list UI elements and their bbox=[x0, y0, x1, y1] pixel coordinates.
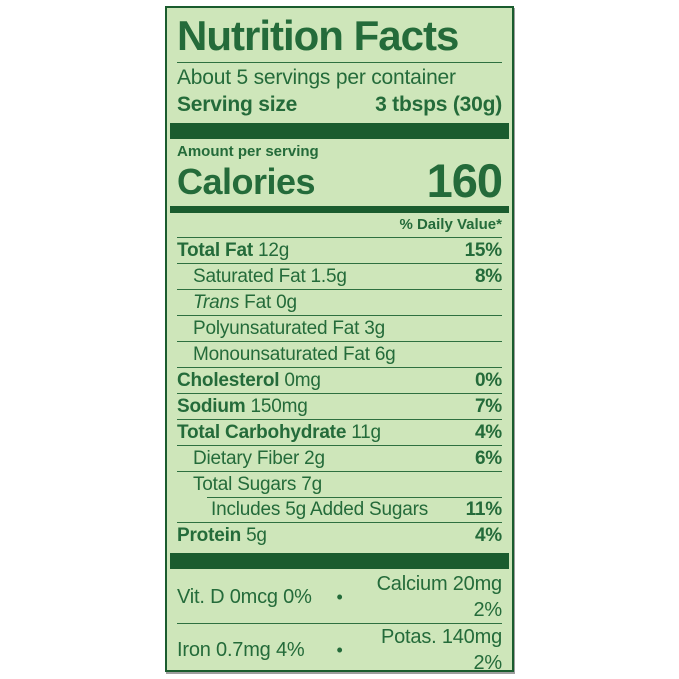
nutrient-name: Saturated Fat bbox=[193, 265, 306, 287]
nutrient-amount: 5g bbox=[246, 524, 267, 546]
daily-value-header: % Daily Value* bbox=[177, 213, 502, 238]
nutrient-dv: 7% bbox=[474, 395, 502, 417]
serving-size-row: Serving size 3 tbsps (30g) bbox=[177, 91, 502, 118]
micronutrient-left: Iron 0.7mg 4% bbox=[177, 638, 305, 661]
nutrient-name: Total Sugars bbox=[193, 473, 297, 495]
nutrition-facts-label: Nutrition Facts About 5 servings per con… bbox=[165, 6, 514, 672]
nutrient-row-total-sugars: Total Sugars 7g bbox=[177, 472, 502, 497]
nutrient-name: Polyunsaturated Fat bbox=[193, 317, 360, 339]
serving-size-label: Serving size bbox=[177, 92, 298, 116]
nutrient-row-monounsaturated-fat: Monounsaturated Fat 6g bbox=[177, 342, 502, 368]
nutrient-row-polyunsaturated-fat: Polyunsaturated Fat 3g bbox=[177, 316, 502, 342]
nutrient-row-dietary-fiber: Dietary Fiber 2g 6% bbox=[177, 446, 502, 472]
added-sugars-inner: Includes 5g Added Sugars 11% bbox=[207, 496, 503, 522]
micronutrient-right: Potas. 140mg 2% bbox=[380, 625, 502, 672]
section-bar-medium bbox=[170, 205, 509, 213]
servings-per-container: About 5 servings per container bbox=[177, 65, 456, 89]
serving-size-value: 3 tbsps (30g) bbox=[375, 92, 502, 116]
nutrient-name: Dietary Fiber bbox=[193, 447, 300, 469]
amount-per-serving-label: Amount per serving bbox=[177, 142, 319, 160]
micronutrient-row: Iron 0.7mg 4% • Potas. 140mg 2% bbox=[177, 624, 502, 672]
nutrient-dv: 0% bbox=[474, 369, 502, 391]
nutrient-name: Cholesterol bbox=[177, 369, 280, 391]
micronutrient-row: Vit. D 0mcg 0% • Calcium 20mg 2% bbox=[177, 571, 502, 624]
nutrient-row-saturated-fat: Saturated Fat 1.5g 8% bbox=[177, 264, 502, 290]
nutrient-dv: 11% bbox=[465, 498, 503, 520]
nutrient-dv: 8% bbox=[474, 265, 502, 287]
nutrient-amount: 11g bbox=[351, 421, 381, 443]
nutrient-amount: 7g bbox=[301, 473, 322, 495]
nutrient-name: Trans bbox=[193, 291, 240, 313]
nutrient-row-trans-fat: Trans Fat 0g bbox=[177, 290, 502, 316]
nutrient-name: Monounsaturated Fat bbox=[193, 343, 370, 365]
nutrient-dv: 4% bbox=[474, 524, 502, 546]
nutrient-amount: 150mg bbox=[250, 395, 308, 417]
section-bar-thick bbox=[170, 122, 509, 139]
nutrient-amount: 1.5g bbox=[310, 265, 347, 287]
nutrient-amount: 0mg bbox=[284, 369, 321, 391]
nutrient-row-cholesterol: Cholesterol 0mg 0% bbox=[177, 368, 502, 394]
nutrient-dv: 4% bbox=[474, 421, 502, 443]
bullet-separator-icon: • bbox=[336, 586, 343, 607]
calories-label: Calories bbox=[177, 160, 316, 202]
nutrient-name: Protein bbox=[177, 524, 242, 546]
section-bar-thick bbox=[170, 552, 509, 569]
nutrient-amount: 6g bbox=[374, 343, 396, 365]
nutrient-row-total-fat: Total Fat 12g 15% bbox=[177, 238, 502, 264]
title-divider bbox=[177, 61, 502, 63]
micronutrient-left: Vit. D 0mcg 0% bbox=[177, 585, 312, 608]
nutrient-row-added-sugars: Includes 5g Added Sugars 11% bbox=[177, 496, 503, 523]
nutrient-amount: 2g bbox=[304, 447, 325, 469]
nutrient-name: Sodium bbox=[177, 395, 246, 417]
nutrient-amount: Fat 0g bbox=[244, 291, 297, 313]
calories-row: Calories 160 bbox=[177, 153, 503, 207]
micronutrient-right: Calcium 20mg 2% bbox=[376, 572, 503, 621]
calories-value: 160 bbox=[426, 153, 503, 207]
nutrient-row-sodium: Sodium 150mg 7% bbox=[177, 394, 502, 420]
nutrient-row-total-carbohydrate: Total Carbohydrate 11g 4% bbox=[177, 420, 502, 446]
nutrient-dv: 6% bbox=[474, 447, 502, 469]
label-title: Nutrition Facts bbox=[177, 12, 459, 59]
nutrient-name: Total Fat bbox=[177, 239, 253, 261]
nutrient-dv: 15% bbox=[464, 239, 503, 261]
nutrient-row-protein: Protein 5g 4% bbox=[177, 523, 502, 548]
nutrient-name: Includes 5g Added Sugars bbox=[211, 498, 429, 520]
nutrient-name: Total Carbohydrate bbox=[177, 421, 347, 443]
nutrient-amount: 3g bbox=[364, 317, 385, 339]
nutrient-amount: 12g bbox=[257, 239, 290, 261]
bullet-separator-icon: • bbox=[336, 639, 343, 660]
micronutrients-section: Vit. D 0mcg 0% • Calcium 20mg 2% Iron 0.… bbox=[177, 571, 502, 672]
